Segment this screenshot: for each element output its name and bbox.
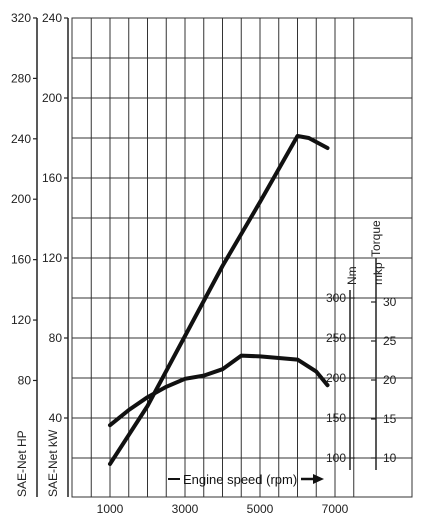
torque-label: Torque <box>369 220 383 257</box>
hp-tick-label: 160 <box>11 253 31 267</box>
hp-tick-label: 320 <box>11 11 31 25</box>
kw-tick-label: 200 <box>42 91 62 105</box>
mkp-tick-label: 30 <box>383 295 397 309</box>
hp-tick-label: 200 <box>11 192 31 206</box>
kw-tick-label: 40 <box>49 411 63 425</box>
hp-tick-label: 240 <box>11 132 31 146</box>
x-tick-label: 3000 <box>172 502 199 516</box>
kw-tick-label: 160 <box>42 171 62 185</box>
power-curve <box>108 134 330 466</box>
x-tick-label: 7000 <box>322 502 349 516</box>
kw-tick-label: 80 <box>49 331 63 345</box>
xlabel-arrow-head <box>313 474 324 484</box>
hp-axis-label: SAE-Net HP <box>15 430 29 497</box>
chart-series <box>108 134 330 466</box>
hp-tick-label: 120 <box>11 313 31 327</box>
chart-axis-labels: SAE-Net HP SAE-Net kW Nm mkp Torque Engine sp… <box>15 220 385 497</box>
hp-tick-label: 80 <box>18 373 32 387</box>
x-tick-label: 5000 <box>247 502 274 516</box>
x-axis-label: Engine speed (rpm) <box>183 472 297 487</box>
mkp-axis-label: mkp <box>371 262 385 285</box>
x-tick-label: 1000 <box>97 502 124 516</box>
nm-tick-label: 150 <box>326 411 346 425</box>
nm-tick-label: 100 <box>326 451 346 465</box>
mkp-tick-label: 20 <box>383 373 397 387</box>
nm-axis-label: Nm <box>345 266 359 285</box>
chart-grid <box>71 17 413 498</box>
mkp-tick-label: 10 <box>383 451 397 465</box>
mkp-tick-label: 25 <box>383 334 397 348</box>
mkp-tick-label: 15 <box>383 412 397 426</box>
torque-curve <box>108 353 330 428</box>
nm-tick-label: 250 <box>326 331 346 345</box>
chart-tick-labels: 80 120 160 200 240 280 320 40 80 120 160 200 240 100 1… <box>11 11 397 516</box>
kw-axis-label: SAE-Net kW <box>46 429 60 497</box>
plot-frame <box>71 17 413 498</box>
hp-tick-label: 280 <box>11 71 31 85</box>
nm-tick-label: 200 <box>326 371 346 385</box>
kw-tick-label: 240 <box>42 11 62 25</box>
kw-tick-label: 120 <box>42 251 62 265</box>
nm-tick-label: 300 <box>326 291 346 305</box>
